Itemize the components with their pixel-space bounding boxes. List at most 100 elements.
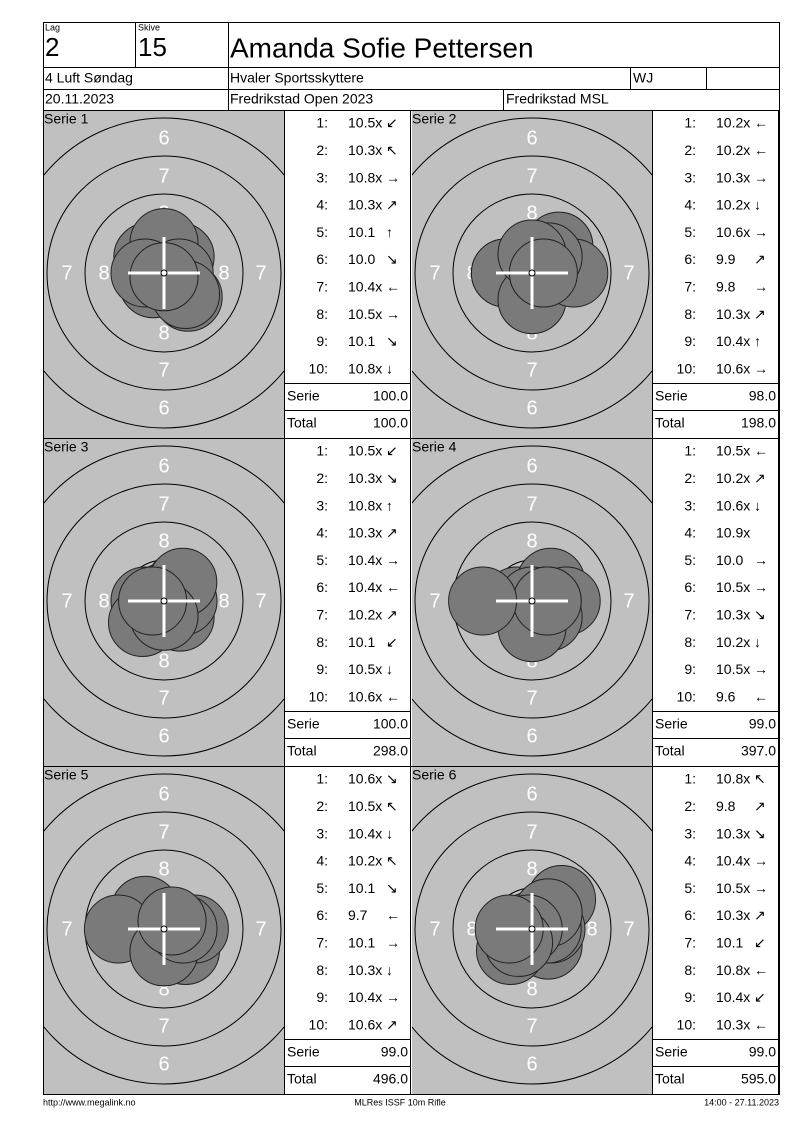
ring xyxy=(46,155,282,391)
ring-label: 6 xyxy=(158,397,169,419)
ring xyxy=(44,445,284,757)
center-mark xyxy=(160,925,168,933)
shot-number: 8: xyxy=(316,962,328,978)
shot-direction: ↖ xyxy=(386,142,398,158)
shot-direction: ↗ xyxy=(754,306,766,322)
shot-number: 8: xyxy=(316,306,328,322)
shot-direction: ↗ xyxy=(386,607,398,623)
ring-label: 8 xyxy=(158,650,169,672)
shot-score: 10.5x xyxy=(348,798,382,814)
ring-label: 6 xyxy=(158,725,169,747)
ring xyxy=(44,117,284,429)
center-mark xyxy=(528,925,536,933)
shot-number: 3: xyxy=(316,825,328,841)
ring-label: 6 xyxy=(526,783,537,805)
shot-number: 4: xyxy=(316,197,328,213)
ring-label: 8 xyxy=(158,978,169,1000)
shot-number: 9: xyxy=(316,989,328,1005)
ring xyxy=(46,483,282,719)
shot-score: 10.8x xyxy=(716,771,750,787)
shot-score: 10.4x xyxy=(348,989,382,1005)
shot-number: 8: xyxy=(684,306,696,322)
ring-label: 7 xyxy=(158,821,169,843)
shot-number: 2: xyxy=(684,470,696,486)
shot-score: 10.2x xyxy=(348,853,382,869)
serie-label: Serie xyxy=(655,716,688,732)
shot-score: 10.5x xyxy=(348,306,382,322)
ring-label: 7 xyxy=(623,590,634,612)
total-label: Total xyxy=(655,415,685,431)
ring-label: 7 xyxy=(158,493,169,515)
shot-score: 9.6 xyxy=(716,688,736,704)
shot-score: 10.1 xyxy=(348,333,375,349)
shooter-name: Amanda Sofie Pettersen xyxy=(230,32,534,63)
shot-score: 10.1 xyxy=(348,935,375,951)
ring-label: 7 xyxy=(255,262,266,284)
ring-label: 7 xyxy=(255,590,266,612)
shot-number: 4: xyxy=(684,197,696,213)
shot-number: 2: xyxy=(316,142,328,158)
ring-label: 7 xyxy=(158,687,169,709)
shot-direction: ↙ xyxy=(386,634,398,650)
ring-label: 6 xyxy=(158,455,169,477)
shot-direction: ↓ xyxy=(386,825,393,841)
total-score: 198.0 xyxy=(741,415,776,431)
shot-direction: → xyxy=(386,989,400,1005)
shot-direction: → xyxy=(386,169,400,185)
shot-score: 9.7 xyxy=(348,907,368,923)
shot-direction: ↖ xyxy=(754,771,766,787)
shot-number: 6: xyxy=(684,251,696,267)
center-mark xyxy=(160,597,168,605)
shot-number: 6: xyxy=(316,907,328,923)
shot-direction: → xyxy=(754,360,768,376)
shot-number: 6: xyxy=(316,579,328,595)
shot-number: 7: xyxy=(684,607,696,623)
total-label: Total xyxy=(655,743,685,759)
shot-direction: ← xyxy=(386,279,400,295)
shot-score: 10.5x xyxy=(716,579,750,595)
ring-label: 6 xyxy=(526,725,537,747)
shot-score: 10.1 xyxy=(348,880,375,896)
class: 4 Luft Søndag xyxy=(45,70,133,86)
ring-label: 7 xyxy=(158,165,169,187)
shot-score: 10.6x xyxy=(716,497,750,513)
shot-direction: ↘ xyxy=(754,607,766,623)
shot-direction: → xyxy=(386,552,400,568)
shot-score: 10.5x xyxy=(348,443,382,459)
category: WJ xyxy=(633,70,653,86)
shot-score: 10.5x xyxy=(348,115,382,131)
ring-label: 6 xyxy=(526,1053,537,1075)
serie-score: 100.0 xyxy=(373,388,408,404)
ring-label: 6 xyxy=(526,127,537,149)
ring-label: 7 xyxy=(526,165,537,187)
shot-number: 8: xyxy=(684,962,696,978)
shot-direction: ← xyxy=(386,907,400,923)
ring-label: 7 xyxy=(526,821,537,843)
ring-label: 7 xyxy=(526,1015,537,1037)
ring-label: 7 xyxy=(255,918,266,940)
ring xyxy=(412,117,652,429)
shot-direction: ↓ xyxy=(386,962,393,978)
series-title: Serie 5 xyxy=(44,767,89,783)
shot-score: 10.4x xyxy=(348,552,382,568)
serie-score: 99.0 xyxy=(381,1044,408,1060)
ring xyxy=(46,811,282,1047)
shot-score: 10.4x xyxy=(716,853,750,869)
ring-label: 8 xyxy=(218,590,229,612)
shot-score: 10.2x xyxy=(716,470,750,486)
shot-direction: ← xyxy=(754,688,768,704)
shot-direction: → xyxy=(386,935,400,951)
shot-number: 3: xyxy=(316,169,328,185)
shot-direction: ↓ xyxy=(386,360,393,376)
shot-score: 10.4x xyxy=(348,579,382,595)
shot-number: 3: xyxy=(316,497,328,513)
shot-number: 1: xyxy=(684,115,696,131)
ring-label: 8 xyxy=(158,530,169,552)
series-title: Serie 6 xyxy=(412,767,457,783)
shot-number: 5: xyxy=(316,224,328,240)
shot-score: 10.1 xyxy=(348,224,375,240)
shot-score: 10.2x xyxy=(716,634,750,650)
ring xyxy=(412,445,652,757)
